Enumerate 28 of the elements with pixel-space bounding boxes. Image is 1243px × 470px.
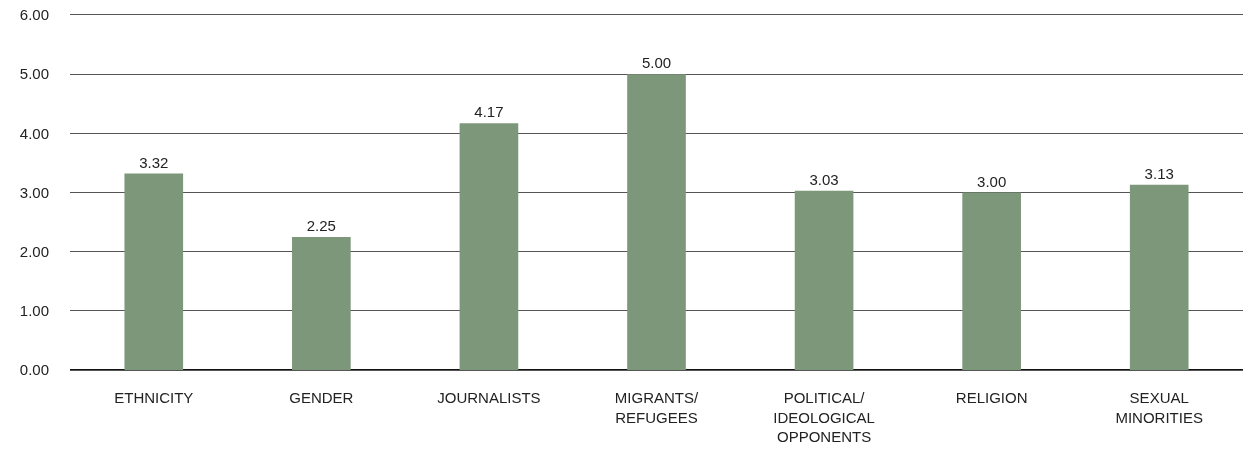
y-tick-label: 4.00 <box>19 124 49 142</box>
data-label: 4.17 <box>474 103 504 121</box>
y-tick-label: 3.00 <box>19 183 49 201</box>
x-tick-label: MIGRANTS/ REFUGEES <box>614 389 699 426</box>
x-tick-label: GENDER <box>289 389 354 406</box>
data-label: 3.03 <box>809 170 839 188</box>
bar <box>1129 184 1189 370</box>
x-tick-label: POLITICAL/ IDEOLOGICAL OPPONENTS <box>773 389 875 445</box>
y-tick-label: 5.00 <box>19 65 49 83</box>
data-label: 3.13 <box>1144 164 1174 182</box>
x-tick-label: SEXUAL MINORITIES <box>1115 389 1203 426</box>
bar <box>794 190 854 370</box>
y-tick-label: 0.00 <box>19 361 49 379</box>
data-label: 5.00 <box>641 54 672 72</box>
data-label: 3.00 <box>977 172 1007 190</box>
bar <box>627 74 686 370</box>
x-tick-label: RELIGION <box>955 389 1028 406</box>
x-tick-label: JOURNALISTS <box>437 389 541 406</box>
y-tick-label: 1.00 <box>19 302 49 320</box>
bar <box>459 123 519 370</box>
bar <box>124 173 184 370</box>
x-tick-label: ETHNICITY <box>114 389 194 406</box>
data-label: 3.32 <box>139 153 169 171</box>
y-tick-label: 6.00 <box>19 6 49 24</box>
data-label: 2.25 <box>306 216 336 234</box>
bar <box>962 192 1021 370</box>
y-tick-label: 2.00 <box>19 242 49 260</box>
bar <box>292 236 351 370</box>
